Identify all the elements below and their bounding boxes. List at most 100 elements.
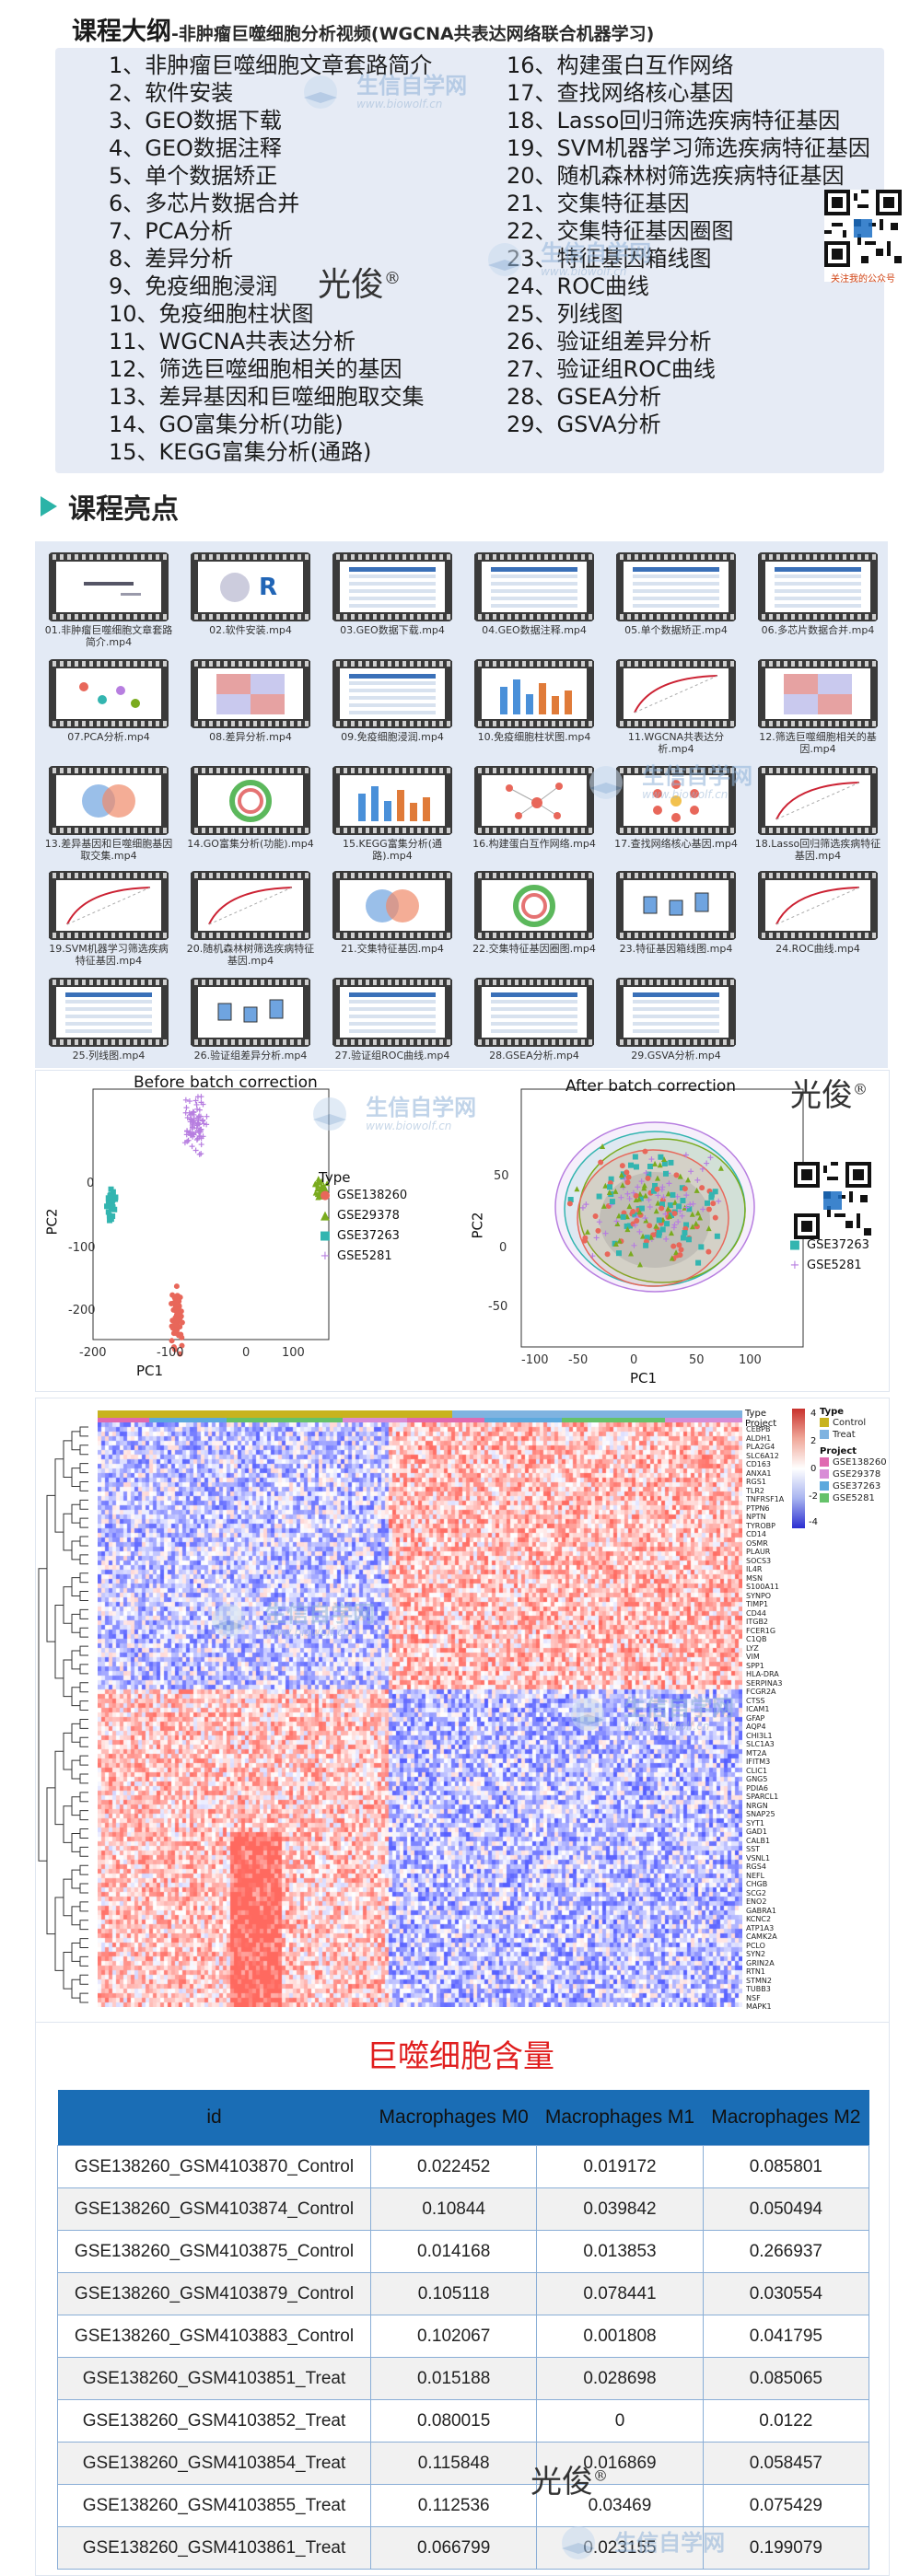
video-thumbnail[interactable]: [616, 978, 736, 1047]
video-label[interactable]: 14.GO富集分析(功能).mp4: [187, 838, 314, 850]
video-thumbnail[interactable]: [332, 766, 452, 835]
video-label[interactable]: 03.GEO数据下载.mp4: [340, 624, 445, 636]
pca-point: [650, 1188, 657, 1194]
video-label[interactable]: 28.GSEA分析.mp4: [489, 1050, 579, 1062]
video-item[interactable]: 19.SVM机器学习筛选疾病特征基因.mp4: [44, 871, 173, 967]
video-thumbnail[interactable]: [49, 978, 169, 1047]
video-label[interactable]: 18.Lasso回归筛选疾病特征基因.mp4: [754, 838, 881, 862]
video-item[interactable]: 21.交集特征基因.mp4: [328, 871, 457, 955]
video-label[interactable]: 06.多芯片数据合并.mp4: [761, 624, 875, 636]
video-item[interactable]: 06.多芯片数据合并.mp4: [753, 552, 882, 636]
video-thumbnail[interactable]: [49, 659, 169, 728]
video-thumbnail[interactable]: [474, 552, 594, 621]
video-label[interactable]: 05.单个数据矫正.mp4: [624, 624, 728, 636]
video-label[interactable]: 21.交集特征基因.mp4: [341, 943, 444, 955]
table-row: GSE138260_GSM4103854_Treat 0.115848 0.0168…: [57, 2442, 870, 2485]
video-thumbnail[interactable]: [191, 978, 310, 1047]
video-item[interactable]: 27.验证组ROC曲线.mp4: [328, 978, 457, 1062]
video-label[interactable]: 27.验证组ROC曲线.mp4: [334, 1050, 450, 1062]
video-label[interactable]: 02.软件安装.mp4: [209, 624, 292, 636]
video-item[interactable]: 08.差异分析.mp4: [186, 659, 315, 743]
video-label[interactable]: 13.差异基因和巨噬细胞基因取交集.mp4: [44, 838, 173, 862]
video-thumbnail[interactable]: [332, 659, 452, 728]
video-item[interactable]: 22.交集特征基因圈图.mp4: [470, 871, 599, 955]
pca-point: [598, 1159, 604, 1166]
video-item[interactable]: 18.Lasso回归筛选疾病特征基因.mp4: [753, 766, 882, 862]
video-item[interactable]: 09.免疫细胞浸润.mp4: [328, 659, 457, 743]
video-label[interactable]: 17.查找网络核心基因.mp4: [614, 838, 738, 850]
video-item[interactable]: 20.随机森林树筛选疾病特征基因.mp4: [186, 871, 315, 967]
pca-point: [622, 1176, 628, 1182]
video-item[interactable]: 28.GSEA分析.mp4: [470, 978, 599, 1062]
video-item[interactable]: 16.构建蛋白互作网络.mp4: [470, 766, 599, 850]
video-label[interactable]: 25.列线图.mp4: [72, 1050, 146, 1062]
video-thumbnail[interactable]: [474, 659, 594, 728]
video-item[interactable]: 03.GEO数据下载.mp4: [328, 552, 457, 636]
outline-item: 15、KEGG富集分析(通路): [109, 439, 372, 465]
video-label[interactable]: 26.验证组差异分析.mp4: [193, 1050, 308, 1062]
video-item[interactable]: 14.GO富集分析(功能).mp4: [186, 766, 315, 850]
video-item[interactable]: 07.PCA分析.mp4: [44, 659, 173, 743]
video-label[interactable]: 23.特征基因箱线图.mp4: [619, 943, 733, 955]
video-label[interactable]: 24.ROC曲线.mp4: [775, 943, 860, 955]
video-thumbnail[interactable]: [474, 978, 594, 1047]
video-item[interactable]: 29.GSVA分析.mp4: [612, 978, 740, 1062]
qr-code[interactable]: [794, 1162, 871, 1239]
video-label[interactable]: 22.交集特征基因圈图.mp4: [472, 943, 596, 955]
video-item[interactable]: 23.特征基因箱线图.mp4: [612, 871, 740, 955]
video-thumbnail[interactable]: [49, 552, 169, 621]
video-item[interactable]: R 02.软件安装.mp4: [186, 552, 315, 636]
video-label[interactable]: 16.构建蛋白互作网络.mp4: [472, 838, 596, 850]
video-item[interactable]: 10.免疫细胞柱状图.mp4: [470, 659, 599, 743]
video-label[interactable]: 19.SVM机器学习筛选疾病特征基因.mp4: [49, 943, 169, 967]
video-item[interactable]: 05.单个数据矫正.mp4: [612, 552, 740, 636]
video-thumbnail[interactable]: [758, 659, 878, 728]
video-label[interactable]: 07.PCA分析.mp4: [67, 731, 150, 743]
video-thumbnail[interactable]: [191, 766, 310, 835]
video-thumbnail[interactable]: [332, 871, 452, 940]
video-thumbnail[interactable]: [758, 552, 878, 621]
video-thumbnail[interactable]: [332, 978, 452, 1047]
video-thumbnail[interactable]: [616, 659, 736, 728]
video-item[interactable]: 24.ROC曲线.mp4: [753, 871, 882, 955]
video-thumbnail[interactable]: [758, 766, 878, 835]
video-label[interactable]: 09.免疫细胞浸润.mp4: [341, 731, 444, 743]
video-thumbnail[interactable]: [332, 552, 452, 621]
video-item[interactable]: 15.KEGG富集分析(通路).mp4: [328, 766, 457, 862]
video-thumbnail[interactable]: [474, 766, 594, 835]
video-label[interactable]: 10.免疫细胞柱状图.mp4: [477, 731, 591, 743]
video-thumbnail[interactable]: [191, 871, 310, 940]
video-thumbnail[interactable]: R: [191, 552, 310, 621]
video-item[interactable]: 11.WGCNA共表达分析.mp4: [612, 659, 740, 755]
video-item[interactable]: 13.差异基因和巨噬细胞基因取交集.mp4: [44, 766, 173, 862]
video-thumbnail[interactable]: [49, 766, 169, 835]
video-label[interactable]: 08.差异分析.mp4: [209, 731, 292, 743]
pca-point: [636, 1209, 643, 1215]
qr-code[interactable]: 关注我的公众号: [824, 190, 902, 284]
video-item[interactable]: 04.GEO数据注释.mp4: [470, 552, 599, 636]
video-thumbnail[interactable]: [758, 871, 878, 940]
video-label[interactable]: 12.筛选巨噬细胞相关的基因.mp4: [759, 731, 877, 755]
video-thumbnail[interactable]: [191, 659, 310, 728]
pca-point: [630, 1208, 636, 1214]
video-thumbnail[interactable]: [616, 871, 736, 940]
video-label[interactable]: 01.非肿瘤巨噬细胞文章套路简介.mp4: [44, 624, 173, 648]
video-label[interactable]: 29.GSVA分析.mp4: [631, 1050, 721, 1062]
video-label[interactable]: 04.GEO数据注释.mp4: [482, 624, 587, 636]
video-item[interactable]: 26.验证组差异分析.mp4: [186, 978, 315, 1062]
film-strip: [191, 933, 310, 938]
video-thumbnail[interactable]: [49, 871, 169, 940]
value-cell: 0.019172: [536, 2145, 704, 2188]
video-label[interactable]: 15.KEGG富集分析(通路).mp4: [343, 838, 442, 862]
video-item[interactable]: 25.列线图.mp4: [44, 978, 173, 1062]
video-label[interactable]: 20.随机森林树筛选疾病特征基因.mp4: [186, 943, 315, 967]
video-item[interactable]: 12.筛选巨噬细胞相关的基因.mp4: [753, 659, 882, 755]
value-cell: 0.115848: [369, 2442, 538, 2485]
video-thumbnail[interactable]: [474, 871, 594, 940]
video-item[interactable]: 17.查找网络核心基因.mp4: [612, 766, 740, 850]
video-item[interactable]: 01.非肿瘤巨噬细胞文章套路简介.mp4: [44, 552, 173, 648]
video-label[interactable]: 11.WGCNA共表达分析.mp4: [627, 731, 725, 755]
video-thumbnail[interactable]: [616, 552, 736, 621]
gene-label: ITGB2: [746, 1618, 769, 1626]
video-thumbnail[interactable]: [616, 766, 736, 835]
